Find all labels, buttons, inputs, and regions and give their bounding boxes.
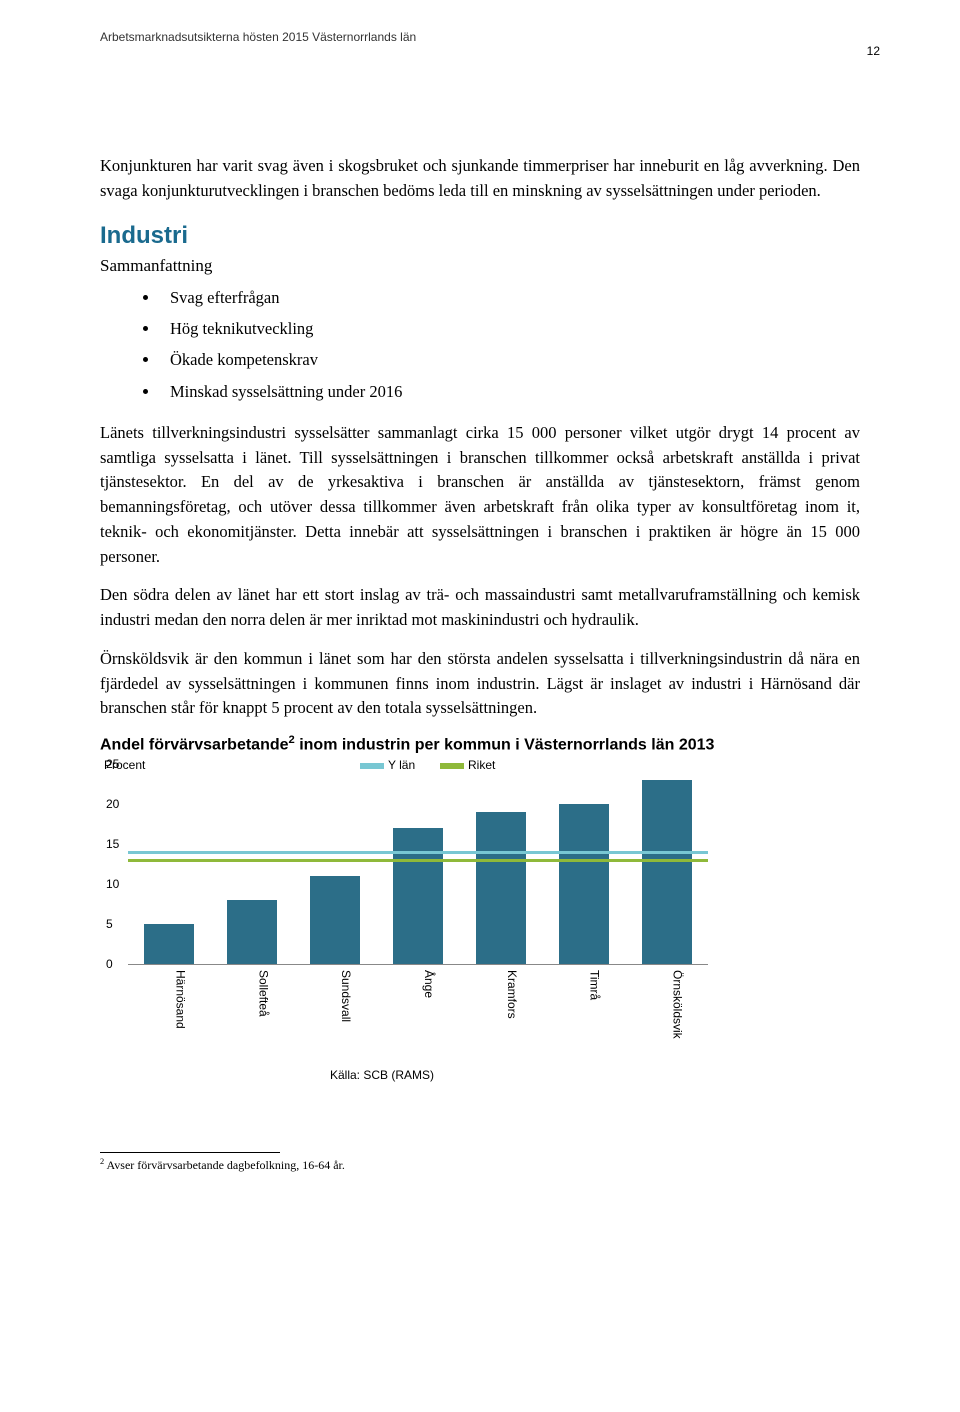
bar-chart: Procent Y län Riket 0 5 10 15 20 25 Härn… — [100, 758, 720, 1008]
paragraph-body-2: Den södra delen av länet har ett stort i… — [100, 583, 860, 633]
x-tick: Kramfors — [505, 970, 519, 1019]
bullet-item: Hög teknikutveckling — [160, 313, 860, 344]
footnote-rule — [100, 1152, 280, 1153]
y-tick: 25 — [106, 757, 119, 771]
bar — [227, 900, 277, 964]
x-axis-labels: Härnösand Sollefteå Sundsvall Ånge Kramf… — [128, 970, 708, 1040]
section-subhead: Sammanfattning — [100, 256, 860, 276]
x-tick: Örnsköldsvik — [671, 970, 685, 1039]
footnote: 2 Avser förvärvsarbetande dagbefolkning,… — [100, 1157, 860, 1173]
footnote-text: Avser förvärvsarbetande dagbefolkning, 1… — [104, 1158, 345, 1172]
y-tick: 15 — [106, 837, 119, 851]
bar — [310, 876, 360, 964]
section-heading-industri: Industri — [100, 222, 860, 250]
bullet-list: Svag efterfrågan Hög teknikutveckling Ök… — [100, 282, 860, 407]
page-container: Arbetsmarknadsutsikterna hösten 2015 Väs… — [0, 0, 960, 1412]
y-tick: 0 — [106, 957, 113, 971]
bullet-item: Svag efterfrågan — [160, 282, 860, 313]
bar — [476, 812, 526, 964]
chart-title-pre: Andel förvärvsarbetande — [100, 736, 289, 753]
chart-title-post: inom industrin per kommun i Västernorrla… — [295, 736, 715, 753]
paragraph-intro: Konjunkturen har varit svag även i skogs… — [100, 154, 860, 204]
y-tick: 5 — [106, 917, 113, 931]
bar — [559, 804, 609, 964]
x-tick: Härnösand — [173, 970, 187, 1029]
ref-line-ylan — [128, 851, 708, 854]
chart-source: Källa: SCB (RAMS) — [330, 1068, 860, 1082]
plot-area — [128, 764, 708, 965]
paragraph-body-1: Länets tillverkningsindustri sysselsätte… — [100, 421, 860, 570]
ref-line-riket — [128, 859, 708, 862]
bar — [642, 780, 692, 964]
paragraph-body-3: Örnsköldsvik är den kommun i länet som h… — [100, 647, 860, 721]
y-tick: 20 — [106, 797, 119, 811]
x-tick: Sollefteå — [256, 970, 270, 1017]
x-tick: Sundsvall — [339, 970, 353, 1022]
y-tick: 10 — [106, 877, 119, 891]
bullet-item: Minskad sysselsättning under 2016 — [160, 376, 860, 407]
chart-title: Andel förvärvsarbetande2 inom industrin … — [100, 733, 860, 756]
doc-header: Arbetsmarknadsutsikterna hösten 2015 Väs… — [100, 30, 860, 44]
x-tick: Ånge — [422, 970, 436, 998]
page-number: 12 — [867, 44, 880, 58]
bar — [393, 828, 443, 964]
bar — [144, 924, 194, 964]
x-tick: Timrå — [588, 970, 602, 1000]
bullet-item: Ökade kompetenskrav — [160, 344, 860, 375]
